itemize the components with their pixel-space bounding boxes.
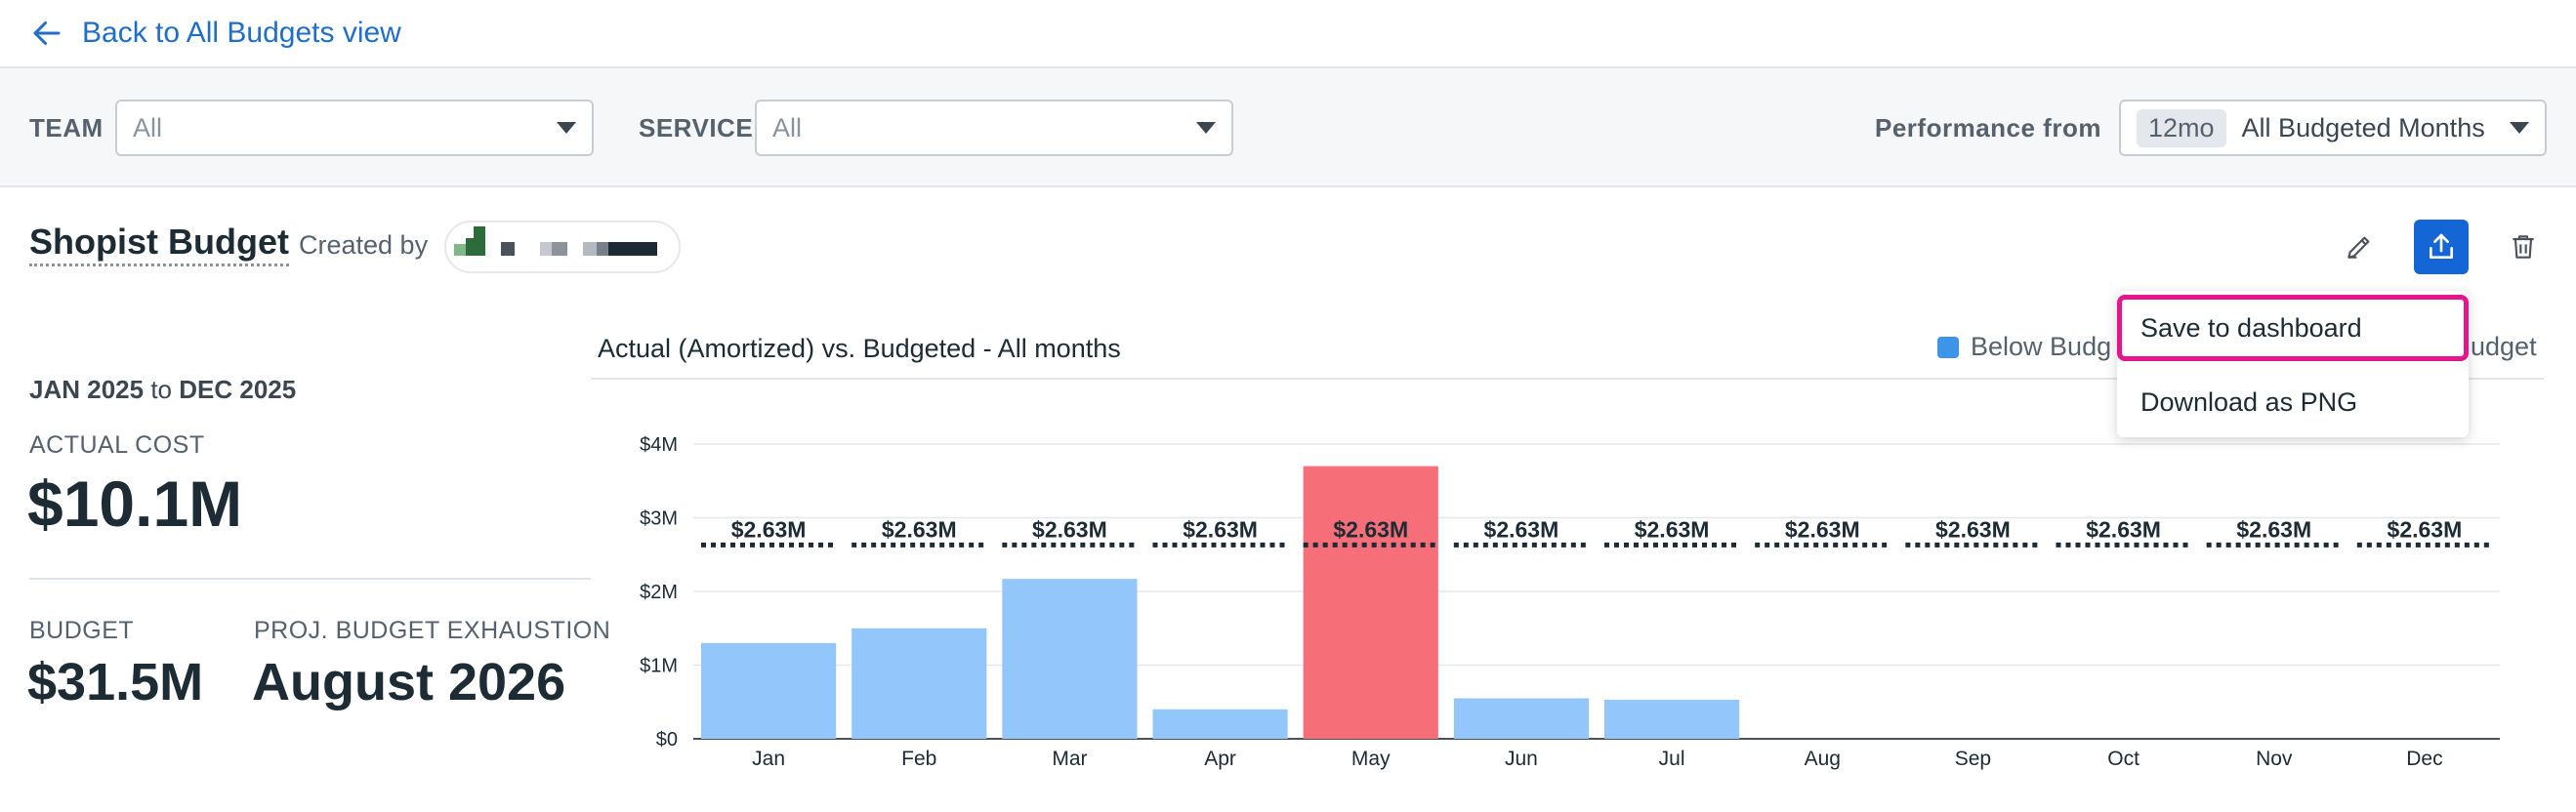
creator-avatar-pill[interactable]	[444, 221, 681, 273]
actual-cost-value: $10.1M	[27, 467, 243, 540]
performance-from-label: Performance from	[1875, 113, 2101, 142]
y-tick-label: $2M	[640, 582, 678, 603]
x-tick-label: Oct	[2107, 748, 2140, 770]
period-to: to	[150, 375, 172, 404]
actual-bar	[1453, 698, 1589, 739]
period-select-value: All Budgeted Months	[2241, 112, 2485, 142]
budget-value-label: $2.63M	[1032, 516, 1107, 542]
chevron-down-icon	[557, 122, 576, 134]
service-select-value: All	[772, 112, 803, 142]
team-select[interactable]: All	[115, 100, 594, 156]
x-tick-label: Jul	[1659, 748, 1685, 770]
period-end: DEC 2025	[179, 375, 297, 404]
budget-value-label: $2.63M	[882, 516, 957, 542]
legend-over-label: udget	[2471, 332, 2537, 361]
projected-exhaustion-label: PROJ. BUDGET EXHAUSTION	[254, 617, 611, 644]
x-tick-label: Jan	[752, 748, 785, 770]
legend-swatch	[1937, 336, 1959, 358]
period-chip: 12mo	[2137, 108, 2226, 147]
team-select-value: All	[133, 112, 163, 142]
y-tick-label: $4M	[640, 434, 678, 456]
x-tick-label: Feb	[901, 748, 936, 770]
x-tick-label: May	[1351, 748, 1391, 770]
x-tick-label: Mar	[1052, 748, 1087, 770]
share-dropdown-menu: Save to dashboard Download as PNG	[2117, 291, 2469, 437]
trash-icon	[2513, 235, 2534, 259]
actual-bar	[701, 642, 837, 739]
save-to-dashboard-option[interactable]: Save to dashboard	[2117, 295, 2469, 361]
x-tick-label: Nov	[2256, 748, 2293, 770]
back-to-budgets-link[interactable]: Back to All Budgets view	[29, 12, 401, 55]
budget-value-label: $2.63M	[2086, 516, 2161, 542]
budget-period: JAN 2025 to DEC 2025	[29, 375, 296, 405]
share-export-button[interactable]	[2414, 220, 2469, 274]
chart-title: Actual (Amortized) vs. Budgeted - All mo…	[598, 334, 1121, 363]
performance-period-select[interactable]: 12mo All Budgeted Months	[2119, 100, 2547, 156]
top-bar: Back to All Budgets view	[0, 0, 2576, 68]
stats-divider	[29, 578, 591, 580]
legend-below-budget: Below Budg	[1937, 332, 2111, 362]
chart-header-divider	[591, 378, 2544, 380]
y-tick-label: $0	[656, 729, 678, 751]
budget-label: BUDGET	[29, 617, 135, 644]
y-tick-label: $3M	[640, 508, 678, 530]
back-link-label: Back to All Budgets view	[82, 17, 401, 49]
x-tick-label: Apr	[1204, 748, 1236, 770]
actual-bar	[852, 628, 987, 739]
actual-bar	[1604, 699, 1740, 739]
chevron-down-icon	[2510, 122, 2529, 134]
budget-value-label: $2.63M	[1333, 516, 1408, 542]
budget-value-label: $2.63M	[2236, 516, 2311, 542]
actual-bar	[1002, 579, 1138, 739]
pencil-icon	[2347, 236, 2370, 259]
budget-value-label: $2.63M	[1484, 516, 1559, 542]
budget-title[interactable]: Shopist Budget	[29, 223, 289, 266]
download-png-option[interactable]: Download as PNG	[2140, 386, 2358, 417]
x-tick-label: Dec	[2406, 748, 2442, 770]
chevron-down-icon	[1196, 122, 1216, 134]
arrow-left-icon	[33, 21, 61, 45]
edit-budget-button[interactable]	[2332, 220, 2387, 274]
projected-exhaustion-value: August 2026	[252, 653, 566, 711]
budget-value-label: $2.63M	[731, 516, 807, 542]
legend-below-label: Below Budg	[1971, 332, 2112, 361]
actual-cost-label: ACTUAL COST	[29, 431, 205, 459]
budget-bar-chart: $0 $1M $2M $3M $4M $2.63M Jan $2.63M Feb $2.63M M…	[640, 434, 2500, 770]
created-by-label: Created by	[299, 230, 429, 260]
filter-bar: TEAM All SERVICE All Performance from 12…	[0, 68, 2576, 187]
legend-over-budget: udget	[2471, 332, 2537, 362]
x-tick-label: Aug	[1805, 748, 1841, 770]
export-icon	[2430, 233, 2453, 259]
period-start: JAN 2025	[29, 375, 145, 404]
service-filter-label: SERVICE	[639, 113, 754, 142]
budget-value: $31.5M	[27, 653, 204, 711]
team-filter-label: TEAM	[29, 113, 104, 142]
budget-value-label: $2.63M	[1785, 516, 1860, 542]
budget-value-label: $2.63M	[1183, 516, 1258, 542]
x-tick-label: Sep	[1955, 748, 1991, 770]
budget-value-label: $2.63M	[2388, 516, 2463, 542]
budget-value-label: $2.63M	[1935, 516, 2011, 542]
y-tick-label: $1M	[640, 656, 678, 677]
actual-bar	[1303, 466, 1438, 739]
actual-bar	[1152, 709, 1288, 739]
delete-budget-button[interactable]	[2496, 220, 2551, 274]
budget-value-label: $2.63M	[1635, 516, 1710, 542]
service-select[interactable]: All	[755, 100, 1233, 156]
x-tick-label: Jun	[1505, 748, 1538, 770]
